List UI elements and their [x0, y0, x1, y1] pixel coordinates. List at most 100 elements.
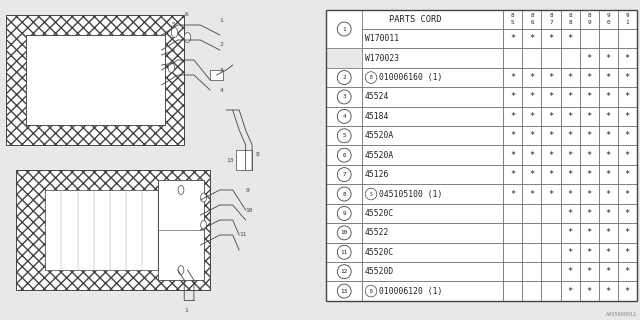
Text: *: * [605, 209, 611, 218]
Circle shape [365, 285, 377, 297]
Text: 45520C: 45520C [365, 209, 394, 218]
Circle shape [168, 62, 175, 73]
Text: 8: 8 [511, 13, 515, 18]
Bar [362, 107, 503, 126]
Text: 5: 5 [172, 22, 175, 28]
Bar [580, 281, 598, 301]
Bar [561, 204, 580, 223]
Bar [522, 204, 541, 223]
Text: *: * [568, 92, 573, 101]
Text: 4: 4 [342, 114, 346, 119]
Text: *: * [605, 73, 611, 82]
Bar [580, 126, 598, 146]
Text: *: * [625, 73, 630, 82]
Bar [326, 68, 362, 87]
Bar [541, 262, 561, 281]
Bar [362, 223, 503, 243]
Text: *: * [586, 112, 592, 121]
Text: *: * [568, 170, 573, 179]
Bar [45, 190, 158, 270]
Bar [541, 48, 561, 68]
Bar [362, 87, 503, 107]
Bar [580, 146, 598, 165]
Text: *: * [548, 34, 554, 43]
Bar [618, 223, 637, 243]
Text: 010006120 (1): 010006120 (1) [380, 287, 443, 296]
Bar [561, 126, 580, 146]
Bar [541, 223, 561, 243]
Text: 9: 9 [607, 13, 610, 18]
Bar [326, 146, 362, 165]
Bar [618, 107, 637, 126]
Text: *: * [510, 112, 515, 121]
Text: *: * [529, 189, 534, 198]
Bar [618, 184, 637, 204]
Circle shape [337, 90, 351, 104]
Bar [522, 262, 541, 281]
Bar [618, 48, 637, 68]
Text: W170011: W170011 [365, 34, 399, 43]
Text: *: * [510, 189, 515, 198]
Text: 45524: 45524 [365, 92, 389, 101]
Text: 13: 13 [227, 157, 234, 163]
Bar [598, 10, 618, 29]
Bar [362, 262, 503, 281]
Text: *: * [605, 92, 611, 101]
Text: 8: 8 [255, 153, 259, 157]
Bar [541, 204, 561, 223]
Bar [326, 10, 362, 48]
Text: A455000011: A455000011 [605, 312, 637, 317]
Bar [541, 184, 561, 204]
Text: *: * [568, 228, 573, 237]
Text: *: * [605, 248, 611, 257]
Text: *: * [625, 170, 630, 179]
Bar [618, 262, 637, 281]
Circle shape [337, 129, 351, 143]
Text: *: * [529, 151, 534, 160]
Bar [326, 165, 362, 184]
Text: *: * [605, 54, 611, 63]
Text: B: B [370, 289, 372, 293]
Bar [503, 68, 522, 87]
Bar [522, 165, 541, 184]
Bar [561, 184, 580, 204]
Text: 010006160 (1): 010006160 (1) [380, 73, 443, 82]
Circle shape [365, 72, 377, 84]
Bar [598, 126, 618, 146]
Bar [522, 87, 541, 107]
Text: *: * [568, 209, 573, 218]
Text: *: * [568, 112, 573, 121]
Text: W170023: W170023 [365, 54, 399, 63]
Bar [326, 223, 362, 243]
Text: *: * [586, 170, 592, 179]
Bar [522, 10, 541, 29]
Text: 10: 10 [340, 230, 348, 235]
Text: *: * [568, 131, 573, 140]
Bar [326, 243, 362, 262]
Bar [503, 29, 522, 48]
Bar [541, 87, 561, 107]
Text: *: * [586, 54, 592, 63]
Circle shape [337, 168, 351, 182]
Text: *: * [586, 267, 592, 276]
Bar [580, 68, 598, 87]
Bar [580, 87, 598, 107]
Text: *: * [510, 34, 515, 43]
Bar [362, 146, 503, 165]
Text: S: S [370, 192, 372, 196]
Bar [598, 107, 618, 126]
Bar [522, 68, 541, 87]
Text: 45522: 45522 [365, 228, 389, 237]
Bar [326, 262, 362, 281]
Bar [522, 107, 541, 126]
Text: 1: 1 [184, 308, 188, 313]
Text: *: * [586, 189, 592, 198]
Text: 7: 7 [342, 172, 346, 177]
Circle shape [201, 193, 207, 202]
Circle shape [178, 186, 184, 195]
Circle shape [337, 226, 351, 240]
Bar [326, 281, 362, 301]
Bar [561, 223, 580, 243]
Text: *: * [586, 248, 592, 257]
Bar [598, 243, 618, 262]
